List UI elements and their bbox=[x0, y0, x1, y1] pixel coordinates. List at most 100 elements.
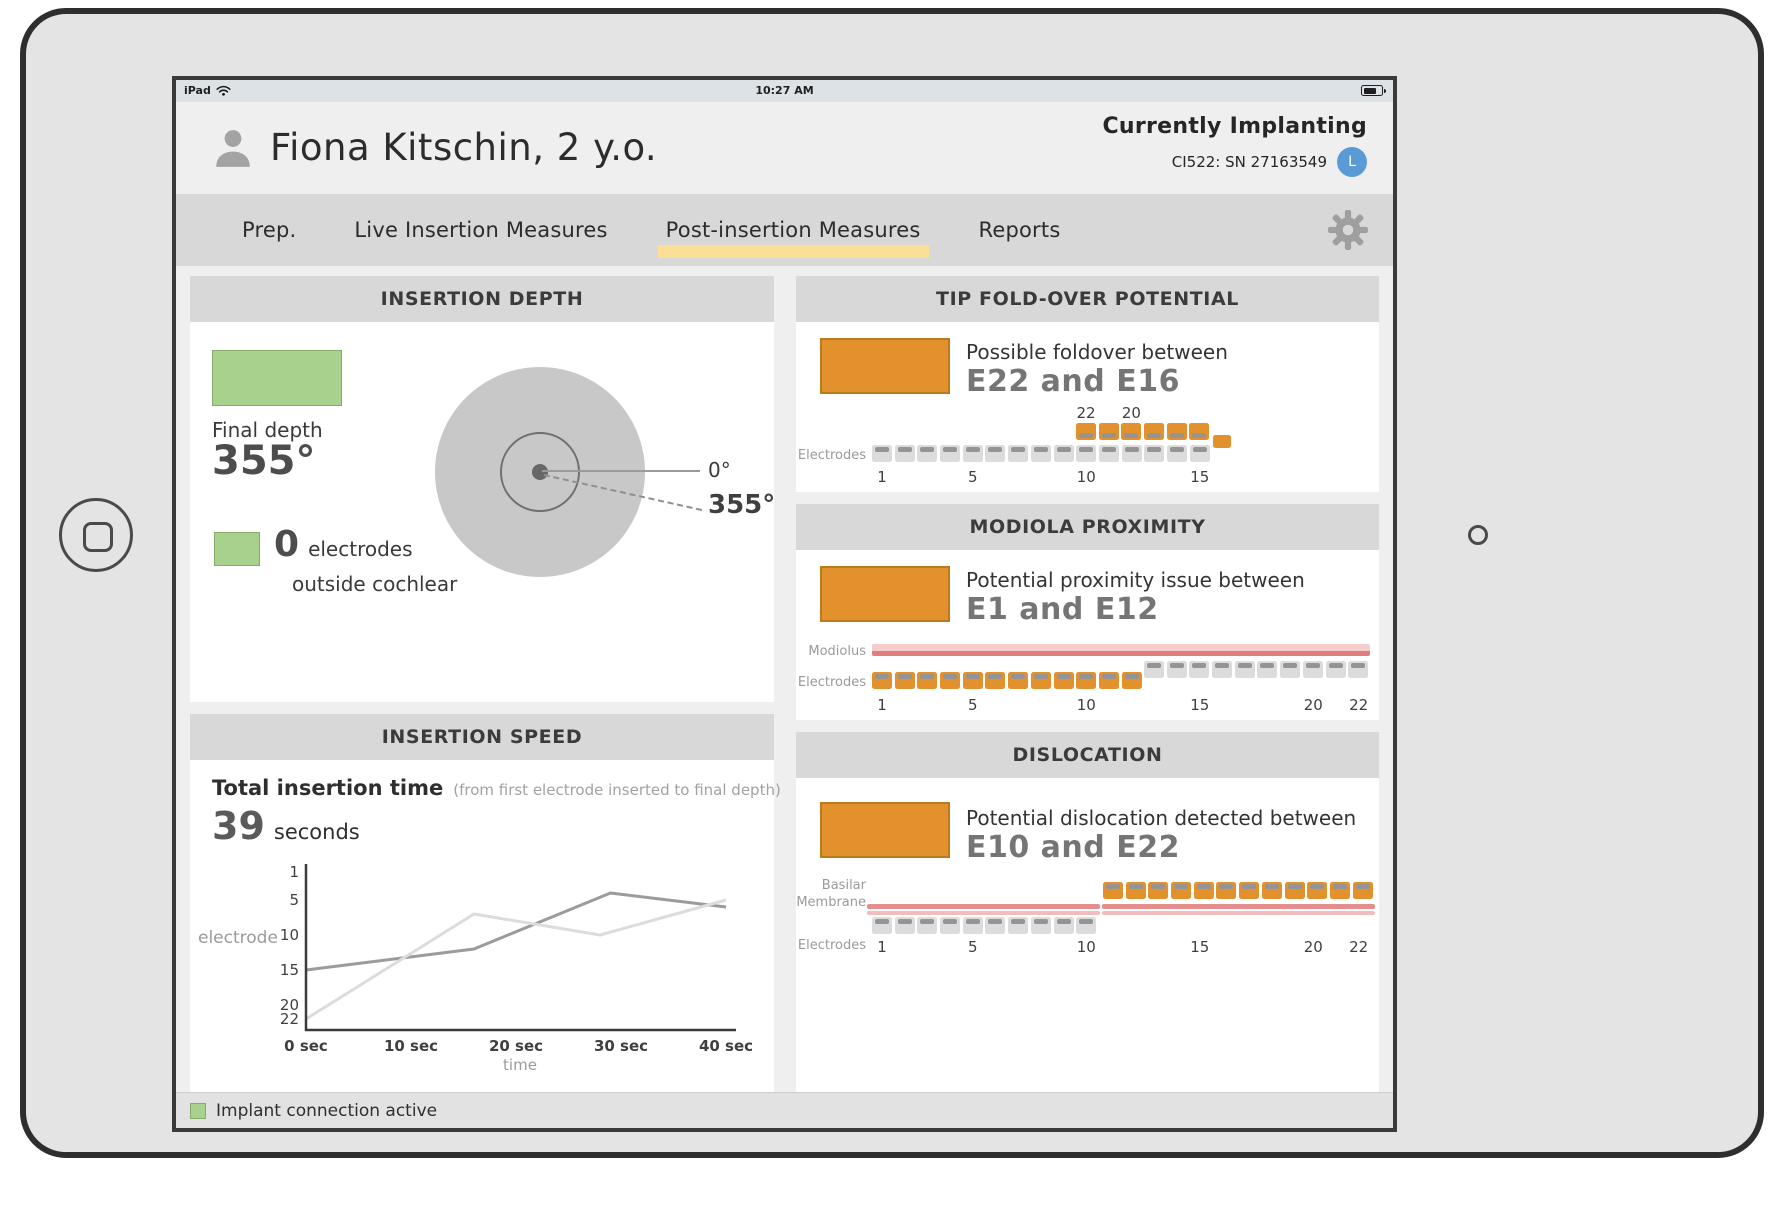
proximity-warning-indicator bbox=[820, 566, 950, 622]
panel-insertion-speed: INSERTION SPEED Total insertion time (fr… bbox=[190, 714, 781, 1092]
dislocation-warning-indicator bbox=[820, 802, 950, 858]
panel-dislocation: DISLOCATION Potential dislocation detect… bbox=[796, 732, 1379, 1092]
base-electrode-row bbox=[872, 445, 1210, 462]
electrode bbox=[1284, 882, 1305, 899]
final-depth-label: Final depth bbox=[212, 418, 323, 442]
electrode-number: 15 bbox=[1190, 696, 1210, 714]
electrode bbox=[872, 445, 892, 462]
electrode-number: 5 bbox=[968, 938, 978, 956]
electrode-numbers: 1 5 10 15 20 22 bbox=[872, 696, 1372, 714]
final-depth-value: 355° bbox=[212, 438, 316, 484]
electrode bbox=[1189, 661, 1210, 678]
x-tick: 0 sec bbox=[284, 1037, 328, 1055]
cochlea-inner-turn bbox=[500, 432, 580, 512]
electrode bbox=[985, 917, 1006, 934]
foldover-range: E22 and E16 bbox=[966, 364, 1180, 399]
panel-title: TIP FOLD-OVER POTENTIAL bbox=[796, 276, 1379, 322]
dislocation-range: E10 and E22 bbox=[966, 830, 1180, 865]
foldover-message: Possible foldover between bbox=[966, 340, 1228, 364]
electrode bbox=[1234, 661, 1255, 678]
y-tick: 20 bbox=[280, 996, 299, 1014]
electrodes-axis-label: Electrodes bbox=[797, 448, 866, 463]
basilar-membrane-right bbox=[1102, 904, 1375, 915]
electrode bbox=[1171, 882, 1192, 899]
dislocation-message: Potential dislocation detected between bbox=[966, 806, 1357, 830]
electrode bbox=[1257, 661, 1278, 678]
tab-live-insertion-measures[interactable]: Live Insertion Measures bbox=[354, 218, 608, 242]
modiolus-bar bbox=[872, 644, 1370, 656]
electrode-number: 10 bbox=[1076, 938, 1096, 956]
electrodes-axis-label: Electrodes bbox=[797, 675, 866, 690]
electrode-number: 1 bbox=[877, 696, 887, 714]
electrode bbox=[1166, 445, 1187, 462]
patient-name: Fiona Kitschin, 2 y.o. bbox=[270, 126, 658, 169]
electrode-number: 20 bbox=[1121, 404, 1141, 422]
electrode bbox=[1121, 423, 1142, 440]
panel-title: MODIOLA PROXIMITY bbox=[796, 504, 1379, 550]
electrode bbox=[1030, 672, 1051, 689]
panel-title: INSERTION SPEED bbox=[190, 714, 774, 760]
x-tick: 30 sec bbox=[594, 1037, 648, 1055]
angle-zero-label: 0° bbox=[708, 458, 731, 482]
electrode bbox=[1193, 882, 1214, 899]
battery-icon bbox=[1361, 85, 1386, 96]
tab-post-insertion-measures[interactable]: Post-insertion Measures bbox=[657, 218, 929, 258]
patient-block: Fiona Kitschin, 2 y.o. bbox=[212, 126, 657, 169]
panel-title: INSERTION DEPTH bbox=[190, 276, 774, 322]
chart-axes bbox=[304, 864, 736, 1032]
total-time-value: 39 bbox=[212, 804, 265, 848]
folded-electrode-row bbox=[1076, 423, 1210, 440]
y-tick: 22 bbox=[280, 1010, 299, 1028]
electrode-number: 15 bbox=[1190, 938, 1210, 956]
electrode bbox=[1166, 423, 1187, 440]
electrode bbox=[1008, 672, 1029, 689]
outside-caption: outside cochlear bbox=[292, 572, 458, 596]
electrode bbox=[1280, 661, 1301, 678]
total-time-note: (from first electrode inserted to final … bbox=[453, 781, 781, 799]
dislocated-electrode-row bbox=[1103, 882, 1373, 899]
app-header: Fiona Kitschin, 2 y.o. Currently Implant… bbox=[176, 102, 1393, 194]
proximity-range: E1 and E12 bbox=[966, 592, 1159, 627]
electrode bbox=[1098, 445, 1119, 462]
basilar-label-line1: Basilar bbox=[821, 878, 866, 893]
electrode bbox=[1030, 917, 1051, 934]
implant-status-title: Currently Implanting bbox=[1102, 114, 1367, 139]
electrode bbox=[1352, 882, 1373, 899]
electrode-numbers: 1 5 10 15 20 22 bbox=[872, 938, 1372, 956]
electrode bbox=[894, 445, 915, 462]
electrode bbox=[872, 672, 892, 689]
x-tick: 20 sec bbox=[489, 1037, 543, 1055]
cochlea-center-dot bbox=[532, 464, 548, 480]
base-electrode-row bbox=[872, 917, 1097, 934]
electrode bbox=[1189, 423, 1210, 440]
camera-dot bbox=[1468, 525, 1488, 545]
electrode bbox=[894, 917, 915, 934]
tab-prep[interactable]: Prep. bbox=[242, 218, 297, 242]
electrode bbox=[1144, 445, 1165, 462]
electrode bbox=[1329, 882, 1350, 899]
electrode bbox=[1076, 917, 1097, 934]
electrode bbox=[917, 445, 938, 462]
tab-reports[interactable]: Reports bbox=[978, 218, 1061, 242]
electrode-number: 10 bbox=[1076, 468, 1096, 486]
y-tick: 5 bbox=[289, 891, 299, 909]
electrode bbox=[917, 672, 938, 689]
electrode-numbers: 1 5 10 15 bbox=[872, 468, 1372, 486]
electrode-number: 20 bbox=[1303, 696, 1323, 714]
electrode bbox=[917, 917, 938, 934]
total-time-unit: seconds bbox=[273, 820, 360, 844]
electrode bbox=[1076, 445, 1097, 462]
electrode-number: 5 bbox=[968, 468, 978, 486]
avatar[interactable]: L bbox=[1337, 147, 1367, 177]
electrode bbox=[940, 672, 961, 689]
electrode bbox=[1053, 672, 1074, 689]
electrode bbox=[940, 445, 961, 462]
electrode bbox=[985, 672, 1006, 689]
depth-ok-indicator bbox=[212, 350, 342, 406]
settings-button[interactable] bbox=[1327, 209, 1369, 255]
angle-zero-line bbox=[542, 470, 700, 472]
electrode bbox=[1121, 672, 1142, 689]
electrode-number: 15 bbox=[1190, 468, 1210, 486]
home-button[interactable] bbox=[59, 498, 133, 572]
